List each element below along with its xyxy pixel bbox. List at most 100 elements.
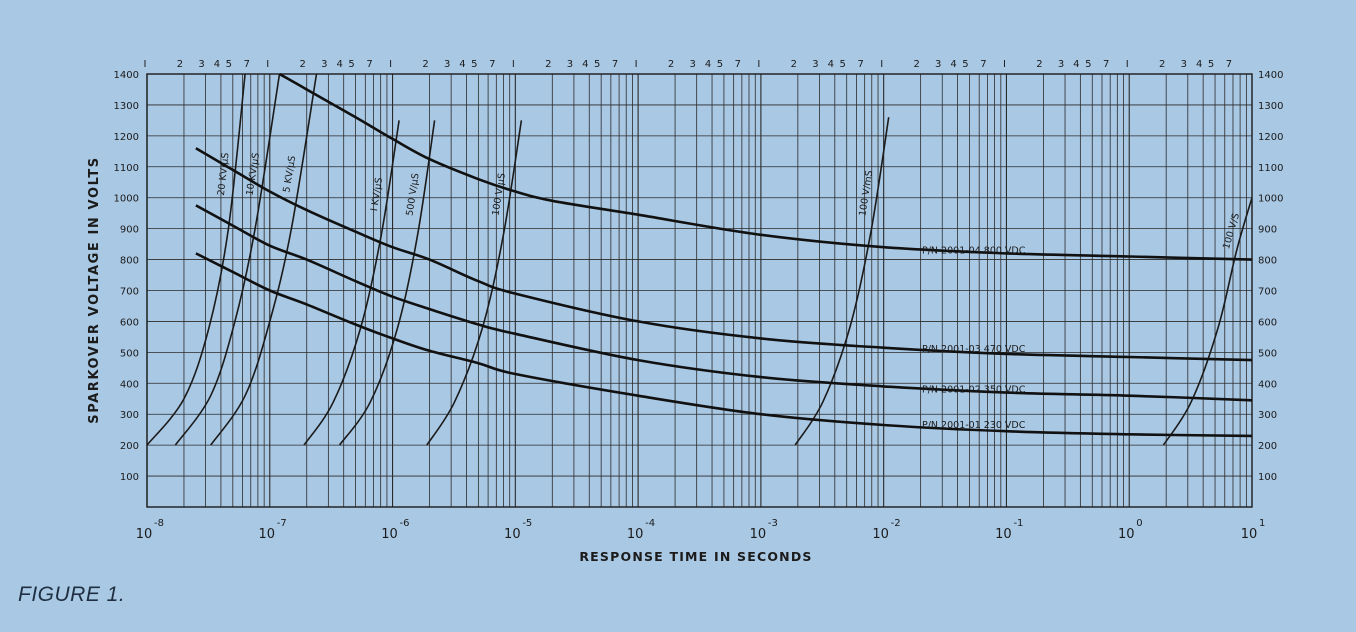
series-label: P/N 2001-04 800 VDC: [922, 246, 1026, 257]
x-tick-exponent: -2: [891, 518, 901, 529]
curve-labels: 20 KV/μS 10 KV/μS 5 KV/μS I KV/μS 500 V/μS 10…: [216, 152, 1242, 431]
top-minor-label: 7: [612, 59, 618, 70]
y-tick-label-right: 900: [1258, 225, 1277, 236]
x-tick-label: 10: [1241, 527, 1258, 542]
y-tick-label-left: 1100: [114, 163, 139, 174]
top-minor-label: 5: [594, 59, 600, 70]
top-minor-label: I: [266, 59, 269, 70]
figure-caption: FIGURE 1.: [18, 583, 126, 606]
ramp-line: [174, 73, 281, 446]
y-tick-label-right: 1100: [1258, 163, 1283, 174]
ramp-line-label: 10 KV/μS: [244, 152, 262, 196]
top-minor-label: I: [635, 59, 638, 70]
top-minor-label: 2: [1159, 59, 1165, 70]
top-minor-label: 3: [567, 59, 573, 70]
top-minor-label: 7: [244, 59, 250, 70]
y-tick-label-left: 800: [120, 256, 139, 267]
y-tick-label-left: 700: [120, 287, 139, 298]
x-tick-label: 10: [1118, 527, 1135, 542]
top-minor-label: 2: [422, 59, 428, 70]
x-tick-exponent: -8: [154, 518, 164, 529]
ramp-line-label: 100 V/μS: [490, 172, 508, 216]
y-tick-label-left: 1300: [114, 101, 139, 112]
top-minor-label: I: [757, 59, 760, 70]
top-minor-label: 3: [444, 59, 450, 70]
y-tick-label-left: 500: [120, 348, 139, 359]
y-tick-label-right: 600: [1258, 317, 1277, 328]
x-tick-label: 10: [381, 527, 398, 542]
y-tick-labels: 100 100 200 200 300 300 400 400 500 500 600 600 700 7…: [114, 70, 1284, 483]
ramp-line-label: 100 V/mS: [857, 170, 875, 217]
x-tick-label: 10: [259, 527, 276, 542]
top-minor-label: 3: [198, 59, 204, 70]
top-minor-label: 7: [1226, 59, 1232, 70]
top-minor-label: 2: [913, 59, 919, 70]
y-tick-label-left: 200: [120, 441, 139, 452]
y-tick-label-right: 1200: [1258, 132, 1283, 143]
y-tick-label-right: 300: [1258, 410, 1277, 421]
y-tick-label-right: 200: [1258, 441, 1277, 452]
top-minor-label: I: [144, 59, 147, 70]
series-label: P/N 2001-01 230 VDC: [922, 420, 1026, 431]
series-curve: [195, 252, 1253, 438]
y-tick-label-right: 1000: [1258, 194, 1283, 205]
x-axis-title: RESPONSE TIME IN SECONDS: [579, 549, 812, 564]
top-minor-label: 3: [321, 59, 327, 70]
ramp-line: [210, 73, 318, 446]
x-tick-label: 10: [136, 527, 153, 542]
top-minor-label: 5: [840, 59, 846, 70]
x-tick-exponent: -6: [400, 518, 410, 529]
y-tick-label-right: 1400: [1258, 70, 1283, 81]
x-tick-exponent: -3: [768, 518, 778, 529]
top-minor-label: 4: [459, 59, 465, 70]
y-tick-label-right: 700: [1258, 287, 1277, 298]
top-minor-label: 4: [337, 59, 343, 70]
y-tick-label-right: 100: [1258, 472, 1277, 483]
x-tick-exponent: -1: [1013, 518, 1023, 529]
y-tick-label-left: 100: [120, 472, 139, 483]
top-minor-label: 4: [950, 59, 956, 70]
x-tick-label: 10: [627, 527, 644, 542]
top-minor-label: 2: [177, 59, 183, 70]
top-minor-label: 3: [812, 59, 818, 70]
plot-border: [146, 73, 1253, 508]
ramp-line: [426, 120, 523, 446]
x-tick-exponent: 0: [1136, 518, 1142, 529]
grid: [146, 73, 1252, 507]
y-tick-label-right: 500: [1258, 348, 1277, 359]
top-minor-label: 3: [1181, 59, 1187, 70]
top-minor-label: 5: [717, 59, 723, 70]
y-axis-title: SPARKOVER VOLTAGE IN VOLTS: [87, 156, 102, 424]
top-minor-label: I: [512, 59, 515, 70]
ramp-line: [1162, 197, 1253, 446]
y-tick-label-left: 900: [120, 225, 139, 236]
series-curve: [195, 204, 1253, 402]
y-tick-label-right: 800: [1258, 256, 1277, 267]
series-curves: [195, 72, 1253, 438]
ramp-line: [338, 120, 436, 446]
plot-frame: [146, 73, 1253, 508]
top-minor-label: 4: [582, 59, 588, 70]
top-minor-label: 2: [791, 59, 797, 70]
top-minor-label: 7: [489, 59, 495, 70]
y-tick-label-left: 400: [120, 379, 139, 390]
x-tick-exponent: -4: [645, 518, 655, 529]
x-tick-exponent: -5: [522, 518, 532, 529]
top-minor-label: 7: [366, 59, 372, 70]
y-tick-label-left: 300: [120, 410, 139, 421]
x-tick-exponent: 1: [1259, 518, 1265, 529]
top-minor-label: 4: [214, 59, 220, 70]
top-minor-label: 2: [1036, 59, 1042, 70]
top-minor-label: 3: [935, 59, 941, 70]
ramp-lines: [146, 73, 1253, 446]
y-tick-label-left: 1000: [114, 194, 139, 205]
ramp-line: [146, 73, 246, 446]
x-tick-label: 10: [995, 527, 1012, 542]
top-minor-label: 5: [471, 59, 477, 70]
top-minor-label: 7: [857, 59, 863, 70]
ramp-line-label: 5 KV/μS: [281, 155, 298, 193]
y-tick-label-left: 600: [120, 317, 139, 328]
top-minor-label: 4: [828, 59, 834, 70]
